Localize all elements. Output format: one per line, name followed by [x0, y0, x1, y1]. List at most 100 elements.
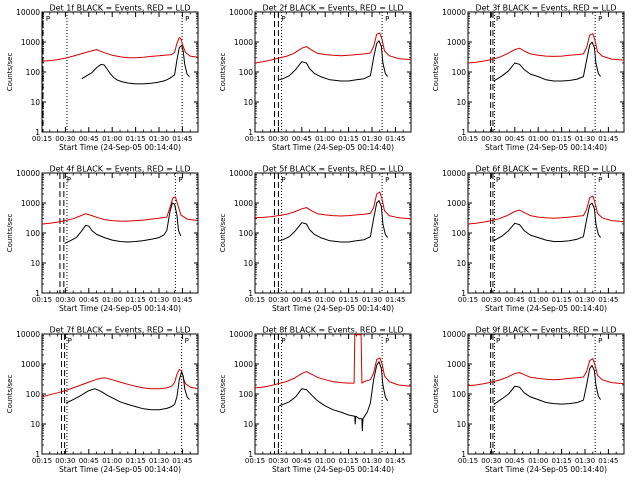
x-tick-label: 01:00: [102, 296, 122, 304]
y-tick-label: 10000: [16, 330, 40, 339]
marker-label-right: P: [385, 15, 389, 23]
x-tick-label: 00:30: [268, 135, 288, 143]
marker-label-right: P: [598, 176, 602, 184]
y-tick-label: 10000: [16, 8, 40, 17]
y-tick-label: 10: [30, 420, 40, 429]
y-tick-label: 10: [456, 98, 466, 107]
y-axis-label: Counts/sec: [219, 53, 227, 92]
x-tick-label: 01:45: [598, 457, 618, 465]
x-tick-label: 01:45: [385, 135, 405, 143]
x-tick-label: 01:15: [126, 296, 146, 304]
x-tick-label: 01:00: [102, 135, 122, 143]
marker-label-right: P: [185, 337, 189, 345]
y-tick-label: 1000: [21, 199, 40, 208]
panel-det-6: Det 6f BLACK = Events, RED = LLD 1 10 100 10…: [432, 165, 625, 313]
x-tick-label: 01:30: [362, 296, 382, 304]
x-tick-label: 01:30: [575, 296, 595, 304]
panel-det-7: Det 7f BLACK = Events, RED = LLD 1 10 100 10…: [6, 326, 199, 474]
x-tick-label: 01:30: [149, 457, 169, 465]
marker-label-right: P: [385, 176, 389, 184]
y-tick-label: 1000: [21, 360, 40, 369]
chart-title: Det 4f BLACK = Events, RED = LLD: [49, 165, 190, 174]
marker-label-left: P: [281, 15, 285, 23]
x-tick-label: 01:30: [575, 457, 595, 465]
y-tick-label: 1000: [234, 360, 253, 369]
y-tick-label: 1: [248, 289, 253, 298]
panel-det-4: Det 4f BLACK = Events, RED = LLD 1 10 100 10…: [6, 165, 199, 313]
x-tick-label: 00:30: [481, 135, 501, 143]
x-tick-label: 01:45: [172, 296, 192, 304]
x-tick-label: 01:30: [149, 135, 169, 143]
x-tick-label: 00:30: [268, 296, 288, 304]
series-lld-line: [41, 37, 199, 62]
y-tick-label: 1000: [447, 199, 466, 208]
x-tick-label: 01:45: [598, 135, 618, 143]
y-tick-label: 1: [461, 128, 466, 137]
y-tick-label: 1000: [234, 38, 253, 47]
x-tick-label: 00:15: [458, 457, 478, 465]
panel-det-5: Det 5f BLACK = Events, RED = LLD 1 10 100 10…: [219, 165, 412, 313]
x-tick-label: 01:30: [362, 457, 382, 465]
y-axis-label: Counts/sec: [432, 53, 440, 92]
plot-frame: [467, 333, 625, 455]
series-events-line: [65, 371, 190, 411]
x-tick-label: 01:15: [339, 457, 359, 465]
y-tick-label: 10: [243, 420, 253, 429]
y-tick-label: 10: [243, 259, 253, 268]
x-tick-label: 01:45: [385, 296, 405, 304]
y-tick-label: 10: [456, 420, 466, 429]
y-tick-label: 100: [452, 68, 467, 77]
x-tick-label: 01:00: [315, 457, 335, 465]
x-tick-label: 01:30: [362, 135, 382, 143]
plot-frame: [467, 172, 625, 294]
plot-frame: [467, 11, 625, 133]
panel-det-9: Det 9f BLACK = Events, RED = LLD 1 10 100 10…: [432, 326, 625, 474]
series-lld-line: [467, 195, 625, 225]
y-axis-label: Counts/sec: [6, 214, 14, 253]
x-tick-label: 00:15: [458, 135, 478, 143]
y-tick-label: 10: [30, 98, 40, 107]
panel-det-8: Det 8f BLACK = Events, RED = LLD 1 10 100 10…: [219, 326, 412, 474]
y-tick-label: 10000: [442, 330, 466, 339]
x-tick-label: 00:30: [481, 296, 501, 304]
series-lld-line: [254, 191, 412, 220]
chart-title: Det 9f BLACK = Events, RED = LLD: [475, 326, 616, 335]
x-tick-label: 00:15: [245, 296, 265, 304]
y-axis-label: Counts/sec: [6, 53, 14, 92]
series-events-line: [493, 364, 602, 405]
marker-label-right: P: [385, 337, 389, 345]
y-tick-label: 10: [243, 98, 253, 107]
y-tick-label: 100: [452, 390, 467, 399]
marker-label-left: P: [496, 15, 500, 23]
panel-det-2: Det 2f BLACK = Events, RED = LLD 1 10 100 10…: [219, 4, 412, 152]
marker-label-left: P: [67, 176, 71, 184]
y-tick-label: 10000: [16, 169, 40, 178]
series-lld-line: [467, 33, 625, 64]
x-axis-label: Start Time (24-Sep-05 00:14:40): [59, 143, 181, 152]
series-lld-line: [41, 369, 199, 398]
x-axis-label: Start Time (24-Sep-05 00:14:40): [272, 304, 394, 313]
chart-title: Det 1f BLACK = Events, RED = LLD: [49, 4, 190, 13]
x-tick-label: 01:15: [126, 457, 146, 465]
x-tick-label: 00:45: [79, 296, 99, 304]
x-tick-label: 00:45: [292, 135, 312, 143]
x-tick-label: 00:45: [505, 296, 525, 304]
x-tick-label: 01:00: [528, 457, 548, 465]
y-tick-label: 100: [26, 229, 41, 238]
plot-frame: [41, 333, 199, 455]
series-events-line: [493, 202, 602, 242]
chart-title: Det 2f BLACK = Events, RED = LLD: [262, 4, 403, 13]
x-tick-label: 01:00: [315, 135, 335, 143]
x-tick-label: 01:00: [102, 457, 122, 465]
y-tick-label: 100: [452, 229, 467, 238]
y-tick-label: 1000: [21, 38, 40, 47]
y-tick-label: 1: [461, 289, 466, 298]
x-tick-label: 00:15: [32, 296, 52, 304]
x-tick-label: 01:15: [126, 135, 146, 143]
marker-label-right: P: [185, 15, 189, 23]
y-tick-label: 100: [239, 68, 254, 77]
chart-title: Det 7f BLACK = Events, RED = LLD: [49, 326, 190, 335]
chart-title: Det 8f BLACK = Events, RED = LLD: [262, 326, 403, 335]
x-tick-label: 00:45: [505, 135, 525, 143]
